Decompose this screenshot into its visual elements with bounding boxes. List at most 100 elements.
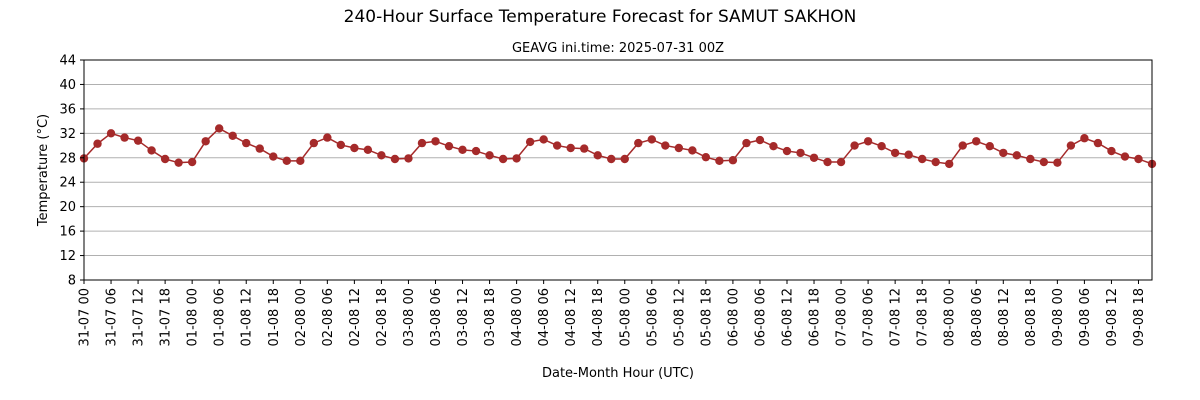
temperature-point	[147, 146, 156, 155]
temperature-point	[1120, 152, 1130, 161]
y-tick-label: 36	[59, 102, 76, 117]
temperature-point	[525, 137, 535, 147]
chart-subtitle: GEAVG ini.time: 2025-07-31 00Z	[512, 41, 724, 56]
x-tick-label: 31-07 00	[78, 288, 93, 346]
temperature-point	[404, 154, 413, 163]
temperature-point	[945, 159, 954, 169]
y-tick-label: 40	[59, 78, 76, 93]
x-tick-label: 04-08 00	[510, 288, 525, 346]
y-axis-ticks: 8 12 16 20 24 28 32 36 40 44	[59, 54, 84, 289]
temperature-point	[228, 131, 237, 140]
x-tick-label: 01-08 00	[186, 288, 201, 346]
x-tick-label: 06-08 06	[753, 288, 768, 346]
x-tick-label: 31-07 06	[105, 288, 120, 346]
y-axis-label: Temperature (°C)	[36, 114, 51, 227]
temperature-point	[363, 145, 373, 155]
temperature-point	[133, 136, 143, 145]
temperature-point	[715, 156, 724, 166]
temperature-point	[282, 156, 291, 166]
temperature-point	[187, 157, 197, 167]
x-tick-label: 31-07 12	[132, 288, 147, 346]
temperature-point	[242, 138, 251, 148]
temperature-point	[120, 133, 129, 142]
temperature-point	[701, 152, 711, 162]
x-tick-label: 02-08 18	[375, 288, 390, 346]
x-tick-label: 07-08 00	[835, 288, 850, 346]
plot-frame	[83, 59, 1153, 281]
temperature-point	[647, 135, 656, 144]
temperature-point	[336, 140, 346, 150]
x-tick-label: 06-08 00	[726, 288, 741, 346]
temperature-point	[539, 135, 548, 144]
x-tick-label: 09-08 12	[1105, 288, 1120, 346]
temperature-point	[214, 124, 224, 133]
x-axis-ticks: 31-07 00 31-07 06 31-07 12 31-07 18 01-08 00…	[78, 280, 1147, 346]
y-tick-label: 44	[59, 54, 76, 69]
temperature-point	[755, 135, 765, 145]
temperature-point	[661, 141, 670, 150]
x-tick-label: 08-08 06	[970, 288, 985, 346]
temperature-point	[201, 137, 210, 146]
temperature-point	[688, 146, 697, 155]
y-tick-label: 28	[59, 151, 76, 166]
temperature-point	[390, 154, 400, 164]
temperature-point	[999, 148, 1008, 158]
x-tick-label: 04-08 18	[591, 288, 606, 346]
x-tick-label: 08-08 00	[943, 288, 958, 346]
x-tick-label: 07-08 18	[916, 288, 931, 346]
temperature-point	[1066, 141, 1076, 150]
temperature-point	[863, 137, 873, 146]
temperature-point	[917, 154, 927, 164]
temperature-point	[728, 156, 738, 165]
x-tick-label: 02-08 00	[294, 288, 309, 346]
temperature-point	[890, 148, 900, 158]
x-tick-label: 05-08 06	[645, 288, 660, 346]
x-tick-label: 01-08 12	[240, 288, 255, 346]
temperature-point	[444, 141, 454, 151]
temperature-point	[782, 146, 792, 156]
temperature-point	[512, 154, 521, 163]
temperature-point	[106, 129, 116, 138]
temperature-point	[255, 144, 264, 153]
temperature-point	[485, 151, 494, 160]
temperature-point	[498, 154, 508, 164]
x-tick-label: 05-08 18	[699, 288, 714, 346]
x-tick-label: 07-08 12	[889, 288, 904, 346]
x-tick-label: 04-08 06	[537, 288, 552, 346]
temperature-point	[850, 141, 859, 150]
x-tick-label: 04-08 12	[564, 288, 579, 346]
temperature-point	[796, 148, 805, 158]
y-tick-label: 24	[59, 176, 76, 191]
x-tick-label: 06-08 12	[780, 288, 795, 346]
x-tick-label: 08-08 12	[997, 288, 1012, 346]
temperature-point	[985, 141, 994, 151]
temperature-point	[742, 138, 751, 148]
temperature-point	[958, 141, 967, 150]
x-tick-label: 07-08 06	[862, 288, 877, 346]
temperature-point	[1134, 154, 1143, 164]
x-tick-label: 01-08 18	[267, 288, 282, 346]
temperature-point	[431, 137, 440, 146]
temperature-point	[566, 143, 575, 153]
temperature-point	[769, 141, 778, 151]
temperature-point	[972, 137, 981, 146]
temperature-point	[269, 152, 278, 161]
temperature-point	[471, 146, 481, 156]
temperature-point	[174, 158, 183, 167]
temperature-point	[350, 143, 359, 153]
temperature-point	[593, 151, 602, 160]
chart-title: 240-Hour Surface Temperature Forecast fo…	[344, 7, 857, 27]
x-tick-label: 02-08 06	[321, 288, 336, 346]
x-tick-label: 31-07 18	[159, 288, 174, 346]
temperature-point	[1039, 157, 1049, 167]
temperature-point	[323, 133, 332, 142]
gridlines	[84, 83, 1152, 257]
x-tick-label: 06-08 18	[808, 288, 823, 346]
temperature-point	[309, 138, 319, 148]
x-tick-label: 09-08 18	[1132, 288, 1147, 346]
y-tick-label: 20	[59, 200, 76, 215]
temperature-point	[634, 138, 643, 148]
temperature-point	[674, 143, 684, 153]
temperature-point	[1053, 158, 1062, 167]
